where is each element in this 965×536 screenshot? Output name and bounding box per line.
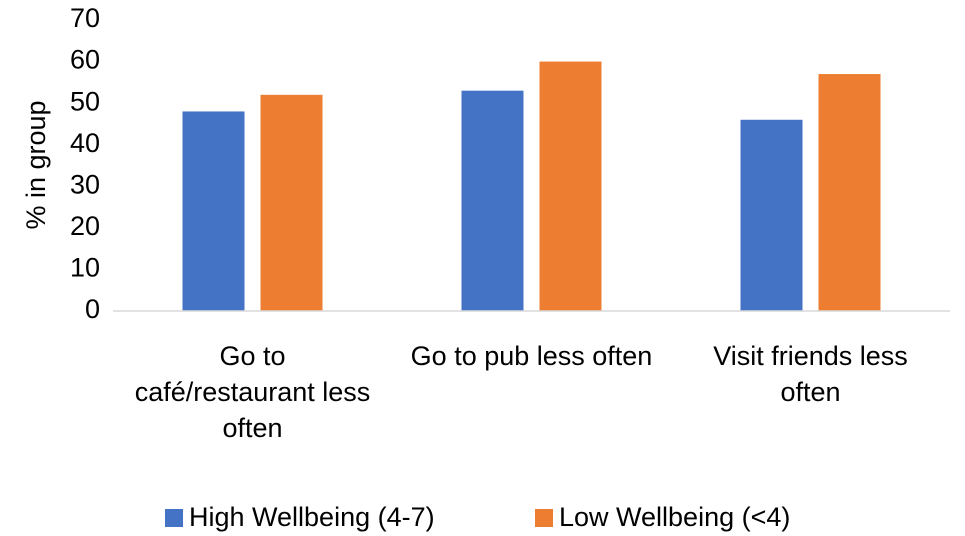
legend-label: High Wellbeing (4-7) (189, 502, 435, 532)
x-tick-label: Visit friends less often (713, 341, 908, 407)
y-tick-label: 10 (70, 253, 100, 283)
y-tick-label: 20 (70, 211, 100, 241)
y-tick-label: 50 (70, 86, 100, 116)
y-axis-label: % in group (21, 100, 51, 229)
y-tick-label: 70 (70, 3, 100, 33)
legend-swatch (535, 509, 553, 527)
bar (539, 61, 602, 312)
y-tick-label: 30 (70, 169, 100, 199)
x-tick-label: Go to café/restaurant less often (134, 341, 371, 443)
bar (461, 90, 524, 312)
y-tick-label: 0 (85, 294, 100, 324)
y-tick-label: 60 (70, 45, 100, 75)
bar (260, 94, 323, 311)
bar (740, 119, 803, 312)
legend-swatch (165, 509, 183, 527)
y-tick-label: 40 (70, 128, 100, 158)
bar (818, 74, 881, 312)
legend-label: Low Wellbeing (<4) (559, 502, 790, 532)
x-tick-label: Go to pub less often (410, 341, 653, 371)
bar (182, 111, 245, 311)
